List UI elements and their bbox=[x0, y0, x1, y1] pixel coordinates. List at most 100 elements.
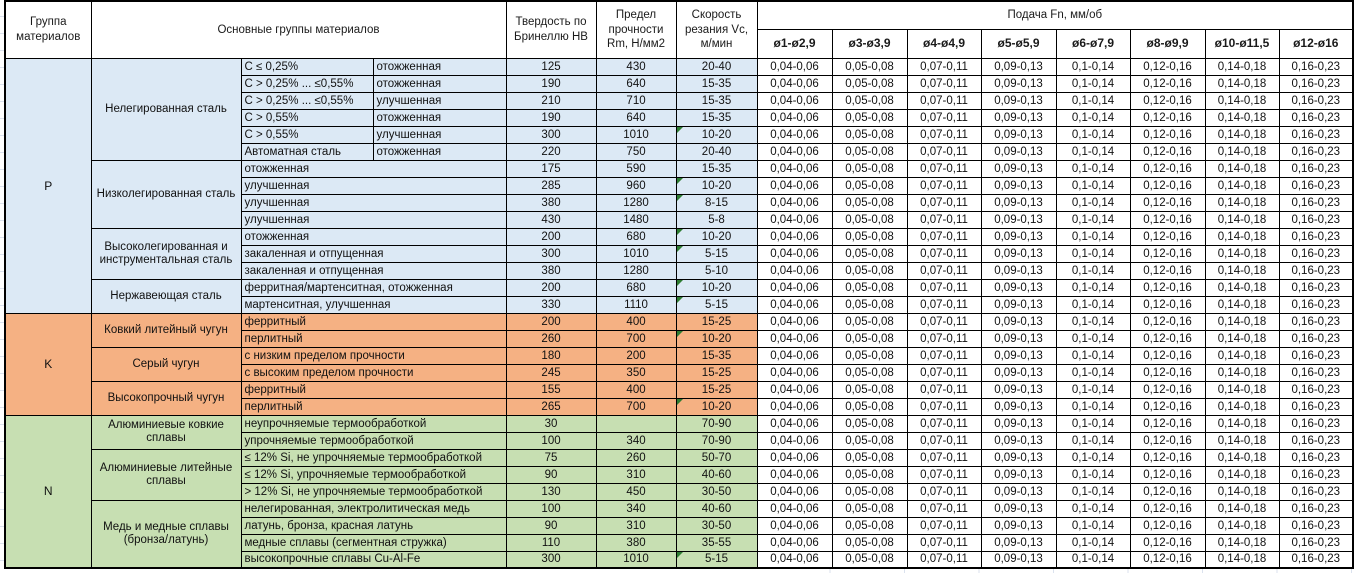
table-row: K Ковкий литейный чугун ферритный 200 400 15-… bbox=[4, 312, 1354, 416]
strength-cell: 960 bbox=[595, 176, 677, 195]
feed-cell: 0,09-0,13 bbox=[980, 397, 1057, 416]
speed-cell: 50-70 bbox=[675, 448, 758, 467]
header-speed: Скорость резания Vc, м/мин bbox=[675, 0, 758, 59]
state-cell: перлитный bbox=[240, 329, 507, 348]
feed-cell: 0,07-0,11 bbox=[906, 380, 982, 399]
material-subgroup-cell: Низколегированная сталь bbox=[90, 159, 242, 229]
feed-cell: 0,09-0,13 bbox=[980, 227, 1057, 246]
feed-cell: 0,04-0,06 bbox=[756, 142, 833, 161]
table-row: C > 0,25% ... ≤0,55% улучшенная 210 710 15-3… bbox=[5, 91, 1354, 110]
feed-cell: 0,12-0,16 bbox=[1129, 278, 1206, 297]
table-row: перлитный 265 700 10-20 0,04-0,06 0,05-0,08 0,… bbox=[5, 397, 1354, 416]
feed-cell: 0,1-0,14 bbox=[1055, 329, 1131, 348]
feed-cell: 0,14-0,18 bbox=[1204, 125, 1280, 144]
feed-cell: 0,05-0,08 bbox=[831, 499, 908, 518]
feed-cell: 0,09-0,13 bbox=[980, 465, 1057, 484]
feed-cell: 0,09-0,13 bbox=[980, 91, 1057, 110]
feed-cell: 0,07-0,11 bbox=[906, 312, 982, 331]
table-row: Низколегированная сталь отожженная 175 590 1… bbox=[5, 159, 1354, 229]
feed-cell: 0,14-0,18 bbox=[1204, 414, 1280, 433]
hardness-cell: 180 bbox=[505, 346, 597, 365]
feed-cell: 0,12-0,16 bbox=[1129, 499, 1206, 518]
feed-cell: 0,05-0,08 bbox=[831, 550, 908, 569]
table-row: Нержавеющая сталь ферритная/мартенситная,… bbox=[5, 278, 1354, 314]
feed-cell: 0,05-0,08 bbox=[831, 465, 908, 484]
speed-cell: 10-20 bbox=[675, 278, 758, 297]
feed-cell: 0,14-0,18 bbox=[1204, 176, 1280, 195]
strength-cell: 1010 bbox=[595, 550, 677, 569]
strength-cell: 1280 bbox=[595, 261, 677, 280]
hardness-cell: 300 bbox=[505, 125, 597, 144]
feed-cell: 0,12-0,16 bbox=[1129, 448, 1206, 467]
strength-cell: 310 bbox=[595, 516, 677, 535]
feed-cell: 0,12-0,16 bbox=[1129, 244, 1206, 263]
hardness-cell: 130 bbox=[505, 482, 597, 501]
strength-cell bbox=[595, 414, 677, 433]
header-row-top: Группа материалов Основные группы матери… bbox=[4, 0, 1354, 59]
feed-cell: 0,09-0,13 bbox=[980, 346, 1057, 365]
error-indicator-icon bbox=[677, 246, 683, 252]
strength-cell: 260 bbox=[595, 448, 677, 467]
speed-cell: 40-60 bbox=[675, 499, 758, 518]
state-cell: отожженная bbox=[240, 159, 507, 178]
header-hardness: Твердость по Бринеллю НВ bbox=[505, 0, 597, 59]
strength-cell: 430 bbox=[595, 57, 677, 76]
hardness-cell: 90 bbox=[505, 516, 597, 535]
table-row: N Алюминиевые ковкие сплавы неупрочняемые … bbox=[4, 414, 1354, 569]
table-row: Высоколегированная и инструментальная ст… bbox=[5, 227, 1354, 280]
feed-cell: 0,1-0,14 bbox=[1055, 108, 1131, 127]
feed-cell: 0,09-0,13 bbox=[980, 431, 1057, 450]
feed-cell: 0,1-0,14 bbox=[1055, 499, 1131, 518]
feed-cell: 0,04-0,06 bbox=[756, 91, 833, 110]
feed-cell: 0,16-0,23 bbox=[1278, 448, 1354, 467]
material-subgroup-cell: Серый чугун bbox=[90, 346, 242, 382]
feed-cell: 0,1-0,14 bbox=[1055, 465, 1131, 484]
strength-cell: 680 bbox=[595, 278, 677, 297]
feed-cell: 0,07-0,11 bbox=[906, 159, 982, 178]
feed-cell: 0,05-0,08 bbox=[831, 380, 908, 399]
feed-cell: 0,16-0,23 bbox=[1278, 499, 1354, 518]
state-cell: неупрочняемые термообработкой bbox=[240, 414, 507, 433]
state-cell: отожженная bbox=[372, 142, 507, 161]
hardness-cell: 260 bbox=[505, 329, 597, 348]
feed-cell: 0,1-0,14 bbox=[1055, 278, 1131, 297]
header-feed-col-4: ø5-ø5,9 bbox=[980, 28, 1057, 59]
feed-cell: 0,14-0,18 bbox=[1204, 346, 1280, 365]
header-feed-title: Подача Fn, мм/об bbox=[756, 0, 1354, 30]
feed-cell: 0,07-0,11 bbox=[906, 210, 982, 229]
header-feed-col-7: ø10-ø11,5 bbox=[1204, 28, 1280, 59]
feed-cell: 0,1-0,14 bbox=[1055, 550, 1131, 569]
feed-cell: 0,09-0,13 bbox=[980, 499, 1057, 518]
feed-cell: 0,14-0,18 bbox=[1204, 295, 1280, 314]
strength-cell: 750 bbox=[595, 142, 677, 161]
header-strength: Предел прочности Rm, Н/мм2 bbox=[595, 0, 677, 59]
feed-cell: 0,05-0,08 bbox=[831, 261, 908, 280]
state-cell: упрочняемые термообработкой bbox=[240, 431, 507, 450]
feed-cell: 0,05-0,08 bbox=[831, 193, 908, 212]
feed-cell: 0,12-0,16 bbox=[1129, 193, 1206, 212]
feed-cell: 0,04-0,06 bbox=[756, 465, 833, 484]
table-body: P Нелегированная сталь C ≤ 0,25% отожженная… bbox=[4, 57, 1354, 569]
feed-cell: 0,1-0,14 bbox=[1055, 125, 1131, 144]
material-group-cell: N bbox=[4, 414, 92, 569]
feed-cell: 0,12-0,16 bbox=[1129, 57, 1206, 76]
table-row: закаленная и отпущенная 300 1010 5-15 0,04-0… bbox=[5, 244, 1354, 263]
feed-cell: 0,05-0,08 bbox=[831, 57, 908, 76]
feed-cell: 0,09-0,13 bbox=[980, 448, 1057, 467]
feed-cell: 0,07-0,11 bbox=[906, 244, 982, 263]
feed-cell: 0,16-0,23 bbox=[1278, 295, 1354, 314]
state-cell: улучшенная bbox=[372, 91, 507, 110]
feed-cell: 0,16-0,23 bbox=[1278, 431, 1354, 450]
feed-cell: 0,04-0,06 bbox=[756, 363, 833, 382]
feed-cell: 0,05-0,08 bbox=[831, 210, 908, 229]
feed-cell: 0,04-0,06 bbox=[756, 227, 833, 246]
strength-cell: 590 bbox=[595, 159, 677, 178]
speed-cell: 15-35 bbox=[675, 159, 758, 178]
feed-cell: 0,09-0,13 bbox=[980, 261, 1057, 280]
feed-cell: 0,09-0,13 bbox=[980, 329, 1057, 348]
speed-cell: 5-15 bbox=[675, 550, 758, 569]
material-subgroup-cell: Алюминиевые ковкие сплавы bbox=[90, 414, 242, 450]
speed-cell: 15-25 bbox=[675, 312, 758, 331]
table-row: улучшенная 380 1280 8-15 0,04-0,06 0,05-0,08 0… bbox=[5, 193, 1354, 212]
